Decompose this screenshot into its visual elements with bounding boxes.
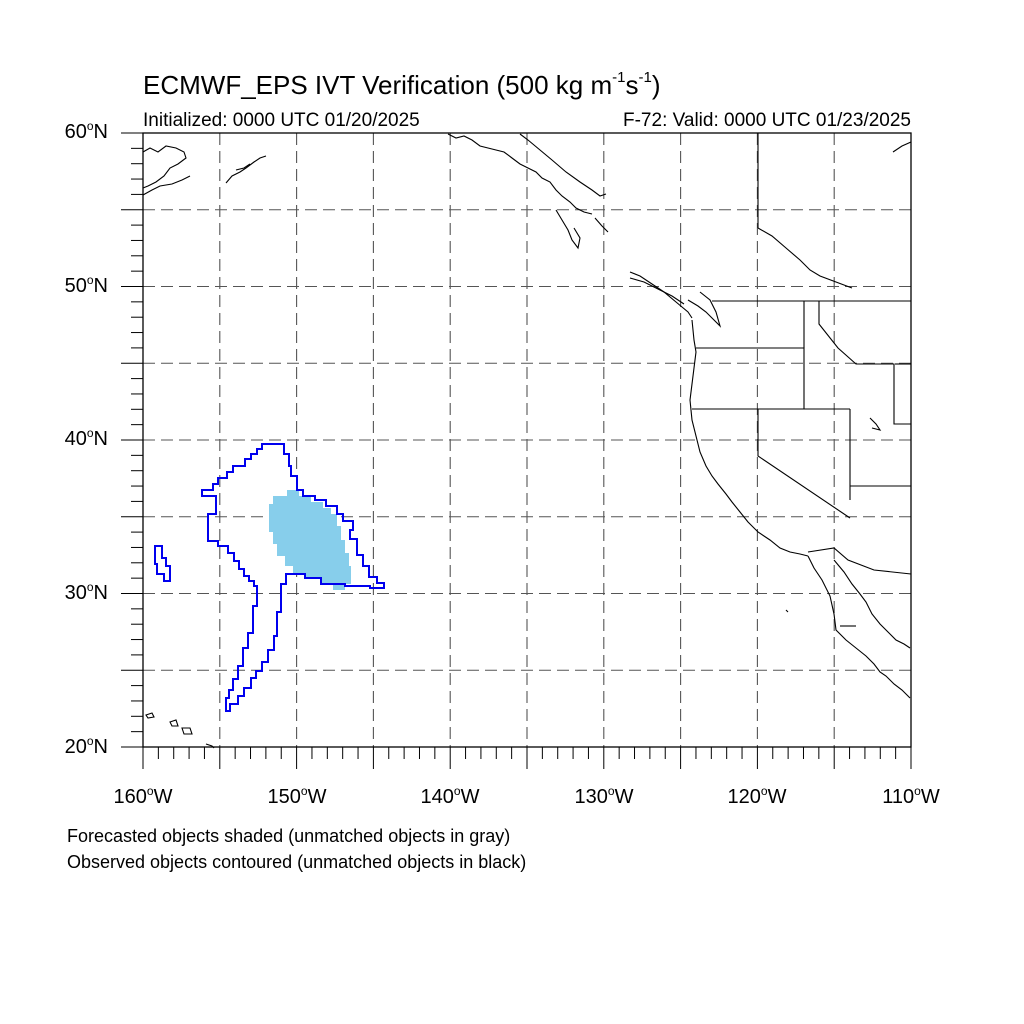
lon-label-150w: 150oW (267, 784, 327, 808)
forecast-object-shaded (269, 490, 351, 590)
lon-label-130w: 130oW (574, 784, 634, 808)
observed-object-contour-small (154, 545, 171, 582)
lon-label-120w: 120oW (727, 784, 787, 808)
observed-object-contour-large (201, 443, 385, 712)
map-frame (142, 132, 912, 748)
graticule-dashed-grid (143, 133, 911, 747)
footnote-observed: Observed objects contoured (unmatched ob… (67, 852, 527, 872)
lat-label-40n: 40oN (64, 426, 108, 450)
coastlines-and-borders (142, 133, 912, 749)
lat-label-30n: 30oN (64, 580, 108, 604)
footnote-forecast: Forecasted objects shaded (unmatched obj… (67, 826, 511, 846)
lon-label-110w: 110oW (882, 784, 940, 808)
lat-label-50n: 50oN (64, 273, 108, 297)
lat-label-20n: 20oN (64, 734, 108, 758)
valid-time-label: F-72: Valid: 0000 UTC 01/23/2025 (623, 110, 911, 131)
axis-ticks (121, 132, 912, 769)
lon-label-140w: 140oW (420, 784, 480, 808)
lat-label-60n: 60oN (64, 119, 108, 143)
chart-title: ECMWF_EPS IVT Verification (500 kg m-1s-… (143, 69, 661, 100)
lon-label-160w: 160oW (113, 784, 173, 808)
initialized-time-label: Initialized: 0000 UTC 01/20/2025 (143, 110, 420, 131)
